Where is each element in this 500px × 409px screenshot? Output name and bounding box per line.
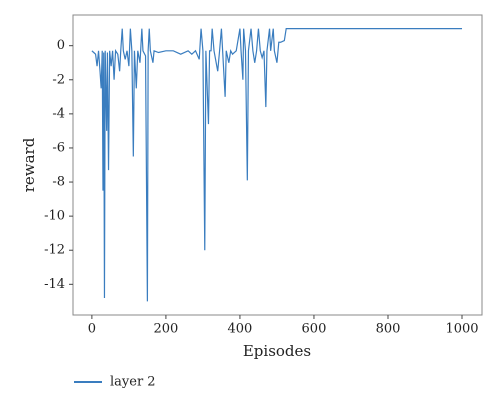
- y-tick-label: -6: [52, 140, 65, 155]
- line: [91, 28, 463, 302]
- x-tick-label: 200: [153, 322, 178, 337]
- x-tick-label: 600: [302, 322, 327, 337]
- y-tick-label: -10: [44, 209, 65, 224]
- x-tick-label: 1000: [445, 322, 478, 337]
- x-axis-label: Episodes: [243, 342, 311, 360]
- x-tick-label: 800: [376, 322, 401, 337]
- plot-frame: [72, 14, 483, 316]
- y-tick-label: 0: [57, 38, 65, 53]
- x-tick-label: 0: [88, 322, 96, 337]
- y-tick-label: -4: [52, 106, 65, 121]
- y-tick-label: -8: [52, 175, 65, 190]
- y-tick-label: -2: [52, 72, 65, 87]
- x-tick-label: 400: [228, 322, 253, 337]
- legend-label: layer 2: [110, 375, 156, 390]
- y-tick-label: -12: [44, 243, 65, 258]
- y-tick-label: -14: [44, 277, 65, 292]
- y-axis-label: reward: [20, 137, 38, 192]
